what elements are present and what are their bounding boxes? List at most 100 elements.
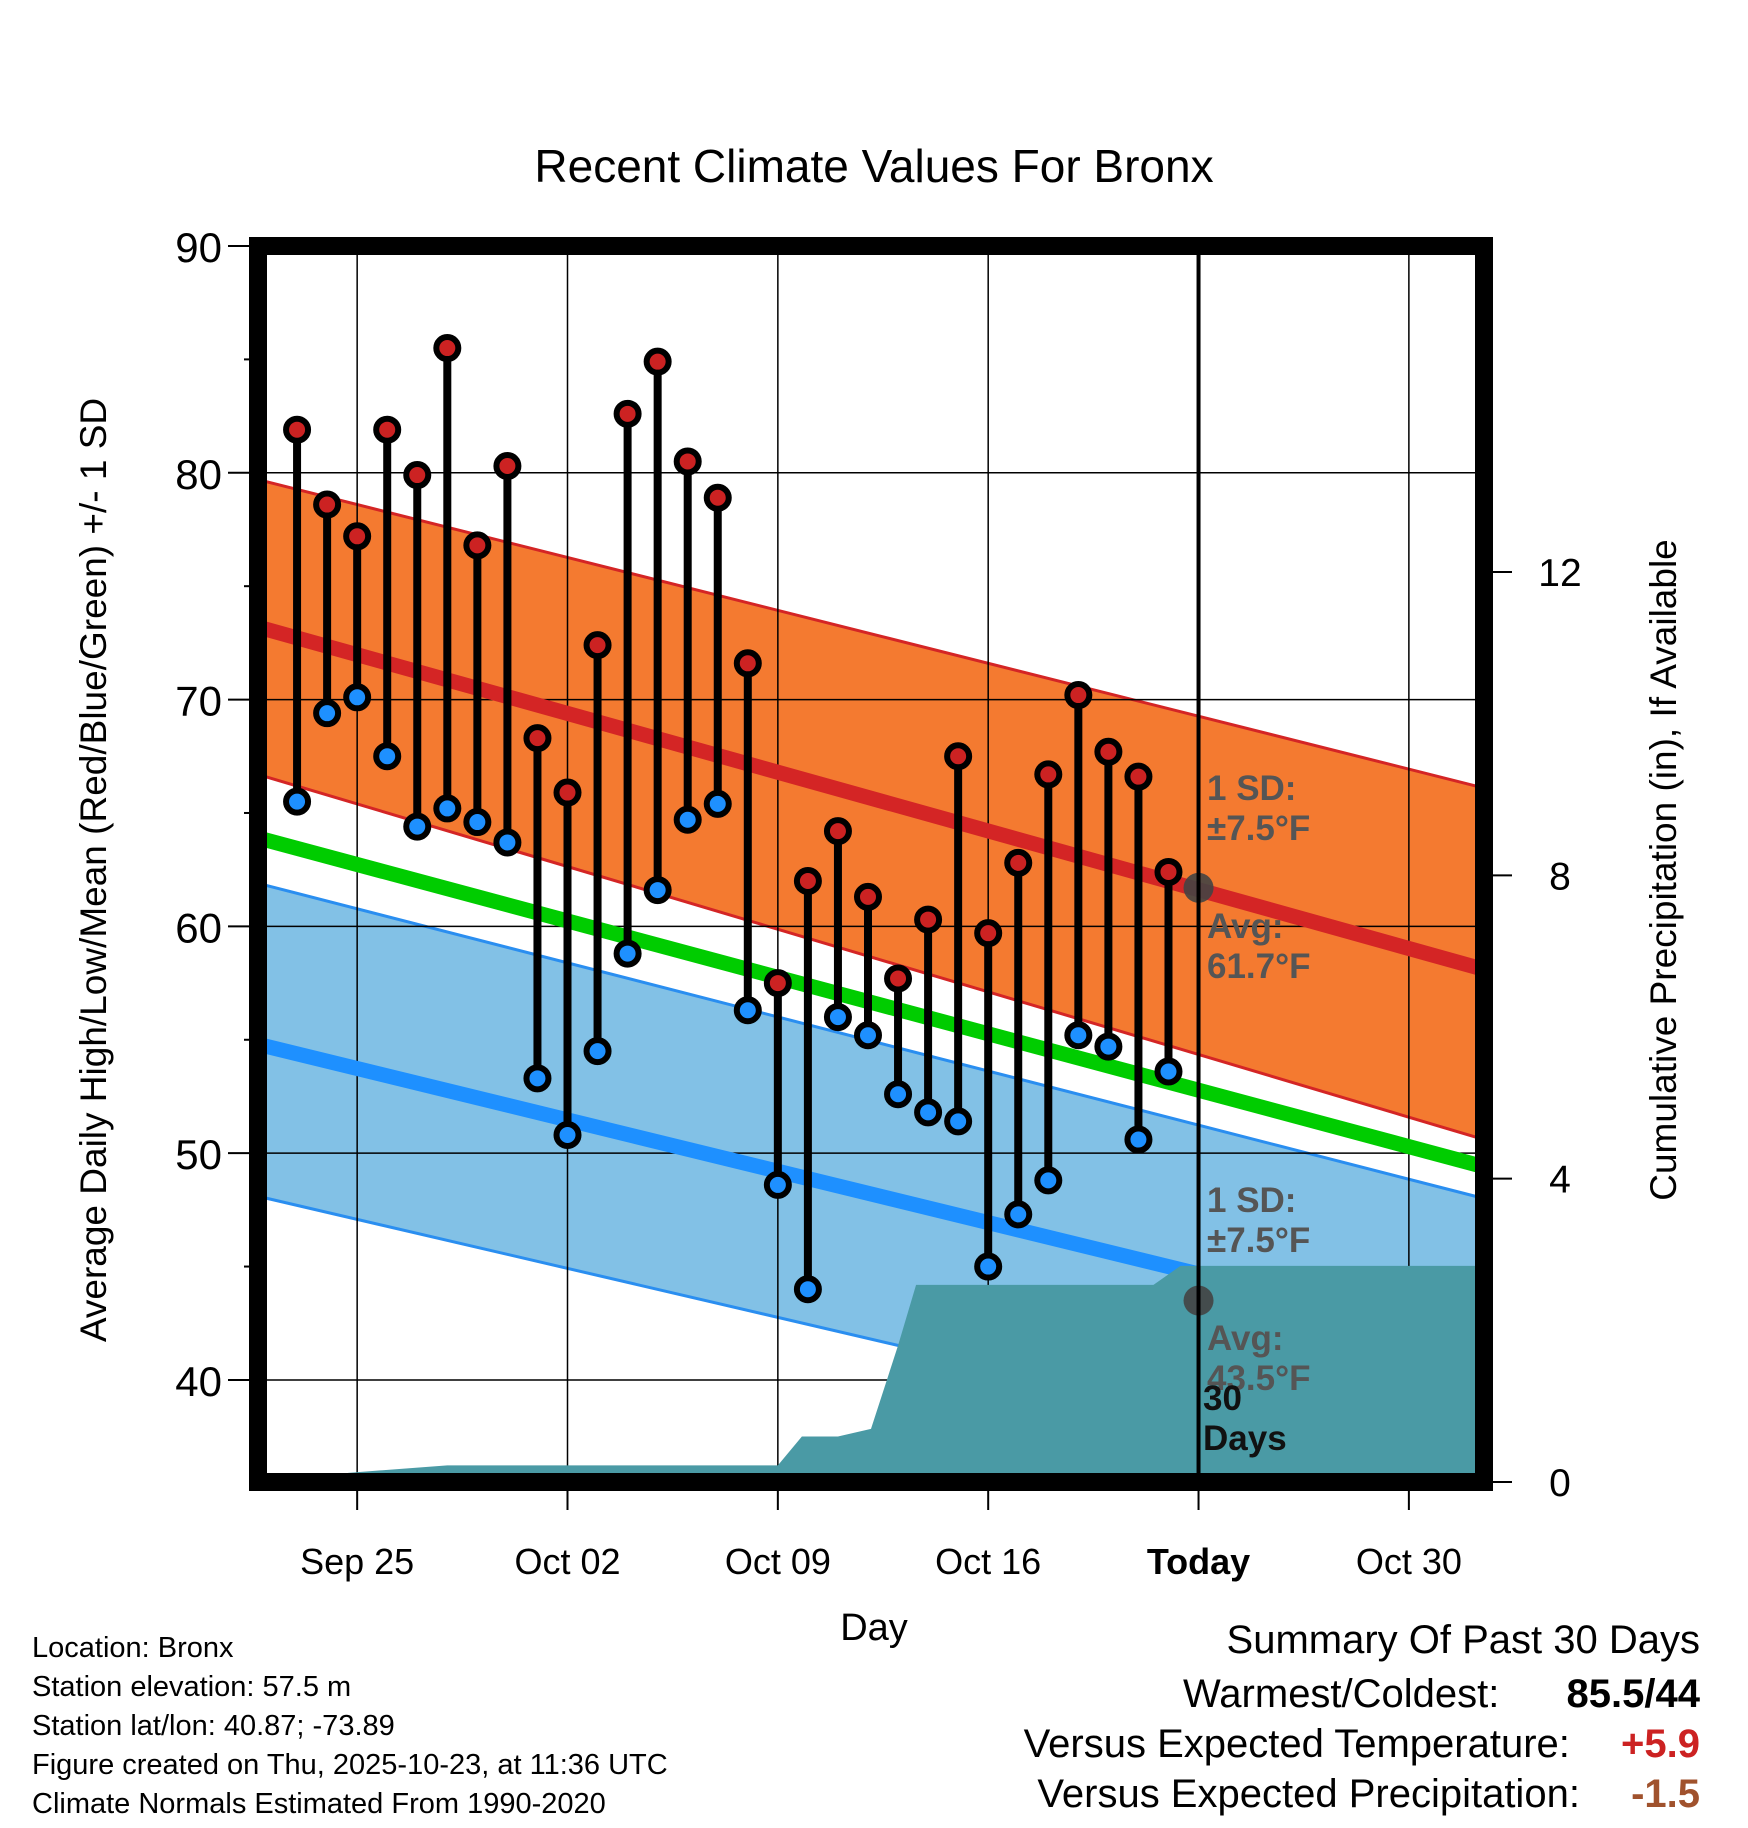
x-tick-label-oct-16: Oct 16 — [935, 1541, 1041, 1582]
precip-label: Versus Expected Precipitation: — [1037, 1772, 1580, 1816]
low-point-11 — [613, 939, 642, 968]
y-tick-label-80: 80 — [175, 451, 222, 498]
y2-axis-label: Cumulative Precipitation (in), If Availa… — [1643, 539, 1684, 1201]
x-tick-label-today: Today — [1147, 1541, 1250, 1582]
high-point-25 — [1034, 760, 1063, 789]
low-point-24 — [1004, 1200, 1033, 1229]
high-point-17 — [793, 867, 822, 896]
temp-label: Versus Expected Temperature: — [1023, 1722, 1570, 1766]
high-avg-annotation-line-0: Avg: — [1207, 907, 1283, 946]
high-point-13 — [673, 447, 702, 476]
station-elevation: Station elevation: 57.5 m — [32, 1671, 352, 1703]
high-point-6 — [463, 531, 492, 560]
x-tick-label-oct-09: Oct 09 — [725, 1541, 831, 1582]
chart-title: Recent Climate Values For Bronx — [534, 140, 1213, 192]
low-point-4 — [403, 812, 432, 841]
high-point-4 — [403, 461, 432, 490]
high-sd-band-fill — [258, 479, 1484, 1140]
low-point-12 — [643, 876, 672, 905]
figure-created: Figure created on Thu, 2025-10-23, at 11… — [32, 1749, 668, 1781]
low-point-26 — [1064, 1021, 1093, 1050]
low-point-10 — [583, 1037, 612, 1066]
period-annotation-line-0: 30 — [1203, 1379, 1242, 1418]
precipitation-area — [258, 1265, 1484, 1482]
high-sd-band-upper-edge — [257, 478, 1485, 790]
low-point-3 — [373, 742, 402, 771]
y-axis-label: Average Daily High/Low/Mean (Red/Blue/Gr… — [73, 398, 114, 1342]
high-point-9 — [553, 778, 582, 807]
y-tick-label-50: 50 — [175, 1131, 222, 1178]
precipitation-fill — [258, 1265, 1484, 1482]
temp-value: +5.9 — [1621, 1722, 1700, 1766]
high-point-7 — [493, 451, 522, 480]
left-y-axis: 90 80 70 60 50 40 — [175, 224, 258, 1405]
summary-title: Summary Of Past 30 Days — [1226, 1618, 1700, 1662]
low-point-27 — [1094, 1032, 1123, 1061]
high-point-27 — [1094, 737, 1123, 766]
low-point-5 — [433, 794, 462, 823]
low-point-9 — [553, 1121, 582, 1150]
high-point-1 — [313, 490, 342, 519]
x-tick-label-oct-02: Oct 02 — [514, 1541, 620, 1582]
period-annotation-line-1: Days — [1203, 1419, 1287, 1458]
low-point-2 — [343, 683, 372, 712]
high-point-12 — [643, 347, 672, 376]
high-point-20 — [884, 964, 913, 993]
x-tick-label-sep-25: Sep 25 — [300, 1541, 414, 1582]
high-point-24 — [1004, 848, 1033, 877]
low-sd-annotation-line-1: ±7.5°F — [1207, 1221, 1310, 1260]
normal-high-line — [255, 619, 1487, 977]
y-tick-label-40: 40 — [175, 1358, 222, 1405]
high-point-22 — [944, 742, 973, 771]
y-tick-label-60: 60 — [175, 904, 222, 951]
precip-value: -1.5 — [1631, 1772, 1700, 1816]
high-point-21 — [914, 905, 943, 934]
high-point-15 — [733, 649, 762, 678]
low-point-16 — [763, 1170, 792, 1199]
high-point-5 — [433, 334, 462, 363]
high-point-2 — [343, 522, 372, 551]
low-point-28 — [1124, 1125, 1153, 1154]
low-point-29 — [1154, 1057, 1183, 1086]
low-point-1 — [313, 699, 342, 728]
low-point-22 — [944, 1107, 973, 1136]
warmest-label: Warmest/Coldest: — [1183, 1672, 1500, 1716]
high-sd-annotation-line-0: 1 SD: — [1207, 769, 1296, 808]
low-sd-annotation-line-0: 1 SD: — [1207, 1181, 1296, 1220]
y-tick-label-90: 90 — [175, 224, 222, 271]
x-tick-label-oct-30: Oct 30 — [1356, 1541, 1462, 1582]
high-point-10 — [583, 631, 612, 660]
summary-warmest-row: Warmest/Coldest: 85.5/44 — [1183, 1672, 1700, 1717]
low-point-25 — [1034, 1166, 1063, 1195]
high-point-11 — [613, 399, 642, 428]
low-point-7 — [493, 828, 522, 857]
high-point-18 — [823, 817, 852, 846]
observation-stems — [283, 334, 1214, 1316]
high-point-8 — [523, 724, 552, 753]
low-point-23 — [974, 1252, 1003, 1281]
low-point-14 — [703, 789, 732, 818]
y2-tick-label-12: 12 — [1538, 552, 1581, 595]
high-point-29 — [1154, 857, 1183, 886]
warmest-value: 85.5/44 — [1566, 1672, 1700, 1716]
low-avg-annotation-line-1: 43.5°F — [1207, 1359, 1311, 1398]
low-point-13 — [673, 805, 702, 834]
high-point-26 — [1064, 681, 1093, 710]
low-point-6 — [463, 808, 492, 837]
high-sd-annotation-line-1: ±7.5°F — [1207, 809, 1310, 848]
low-point-18 — [823, 1003, 852, 1032]
high-point-23 — [974, 919, 1003, 948]
high-point-19 — [853, 882, 882, 911]
summary-temp-row: Versus Expected Temperature: +5.9 — [1024, 1722, 1700, 1767]
x-axis: Sep 25 Oct 02 Oct 09 Oct 16 Today Oct 30 — [300, 1482, 1462, 1582]
summary-precip-row: Versus Expected Precipitation: -1.5 — [1037, 1772, 1700, 1817]
low-point-15 — [733, 996, 762, 1025]
y2-tick-label-0: 0 — [1549, 1462, 1571, 1505]
station-location: Location: Bronx — [32, 1632, 234, 1664]
high-point-16 — [763, 969, 792, 998]
high-avg-annotation-line-1: 61.7°F — [1207, 947, 1311, 986]
x-axis-label: Day — [840, 1607, 908, 1649]
low-point-17 — [793, 1275, 822, 1304]
high-point-14 — [703, 483, 732, 512]
